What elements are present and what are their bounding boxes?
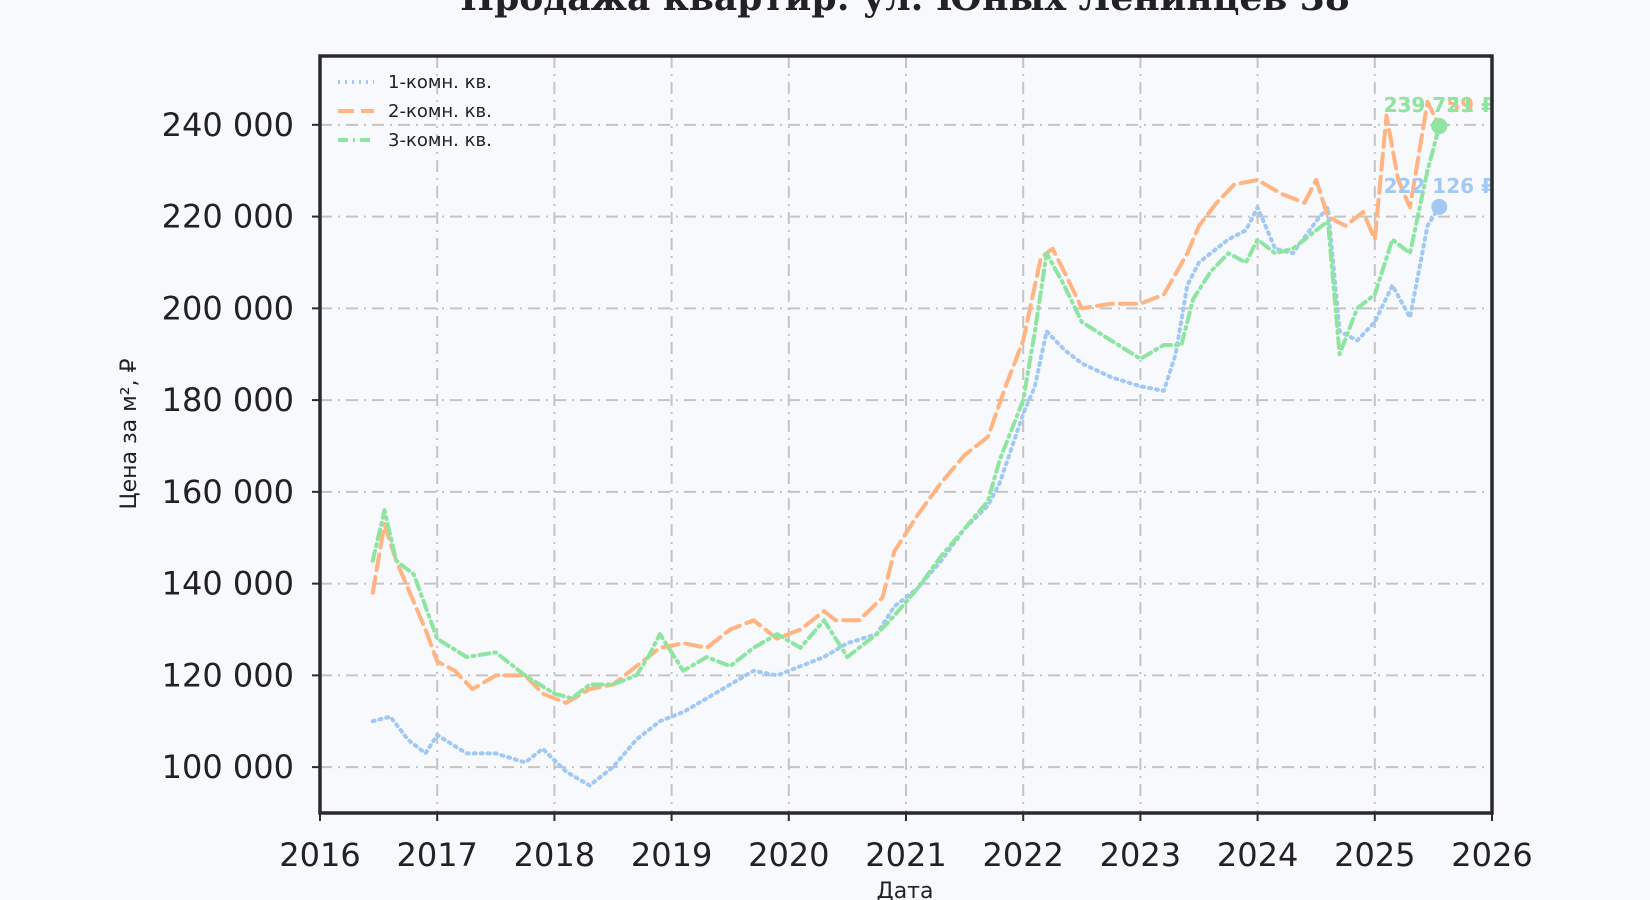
x-tick-label: 2019 [631, 836, 712, 874]
legend-label: 2-комн. кв. [388, 101, 492, 122]
x-axis-label: Дата [877, 879, 934, 900]
series-line-1 [370, 204, 1442, 788]
y-tick-label: 240 000 [162, 106, 294, 144]
annotation-label: 239 721 ₽ [1384, 93, 1495, 117]
x-axis-ticks: 2016 2017 2018 2019 2020 2021 2022 2023 2024 2025… [279, 813, 1533, 874]
y-tick-label: 140 000 [162, 565, 294, 603]
legend: 1-комн. кв. 2-комн. кв. 3-комн. кв. [338, 72, 492, 151]
y-axis-ticks: 100 000 120 000 140 000 160 000 180 000 200 0… [162, 106, 320, 786]
series-line-3 [370, 124, 1442, 701]
x-tick-label: 2025 [1334, 836, 1415, 874]
y-tick-label: 100 000 [162, 748, 294, 786]
annotation-label: 222 126 ₽ [1384, 174, 1495, 198]
y-tick-label: 160 000 [162, 473, 294, 511]
y-tick-label: 220 000 [162, 198, 294, 236]
series-line-2 [370, 99, 1442, 705]
y-axis-label: Цена за м², ₽ [117, 358, 142, 509]
chart-title: Продажа квартир: ул. Юных Ленинцев 38 [460, 0, 1350, 19]
x-tick-label: 2022 [982, 836, 1063, 874]
y-tick-label: 180 000 [162, 381, 294, 419]
y-tick-label: 120 000 [162, 656, 294, 694]
series-end-point-1 [1431, 198, 1448, 215]
x-tick-label: 2017 [396, 836, 477, 874]
x-tick-label: 2026 [1451, 836, 1532, 874]
x-tick-label: 2016 [279, 836, 360, 874]
legend-label: 1-комн. кв. [388, 72, 492, 93]
series-lines [370, 99, 1448, 788]
legend-label: 3-комн. кв. [388, 130, 492, 151]
annotation-label: 239 759 ₽ [1384, 93, 1495, 117]
x-tick-label: 2024 [1217, 836, 1298, 874]
y-tick-label: 200 000 [162, 289, 294, 327]
annotations: 239 759 ₽239 721 ₽ 222 126 ₽ [1384, 93, 1495, 198]
x-tick-label: 2021 [865, 836, 946, 874]
series-end-point-3 [1431, 118, 1448, 135]
x-tick-label: 2018 [514, 836, 595, 874]
x-tick-label: 2020 [748, 836, 829, 874]
x-tick-label: 2023 [1100, 836, 1181, 874]
